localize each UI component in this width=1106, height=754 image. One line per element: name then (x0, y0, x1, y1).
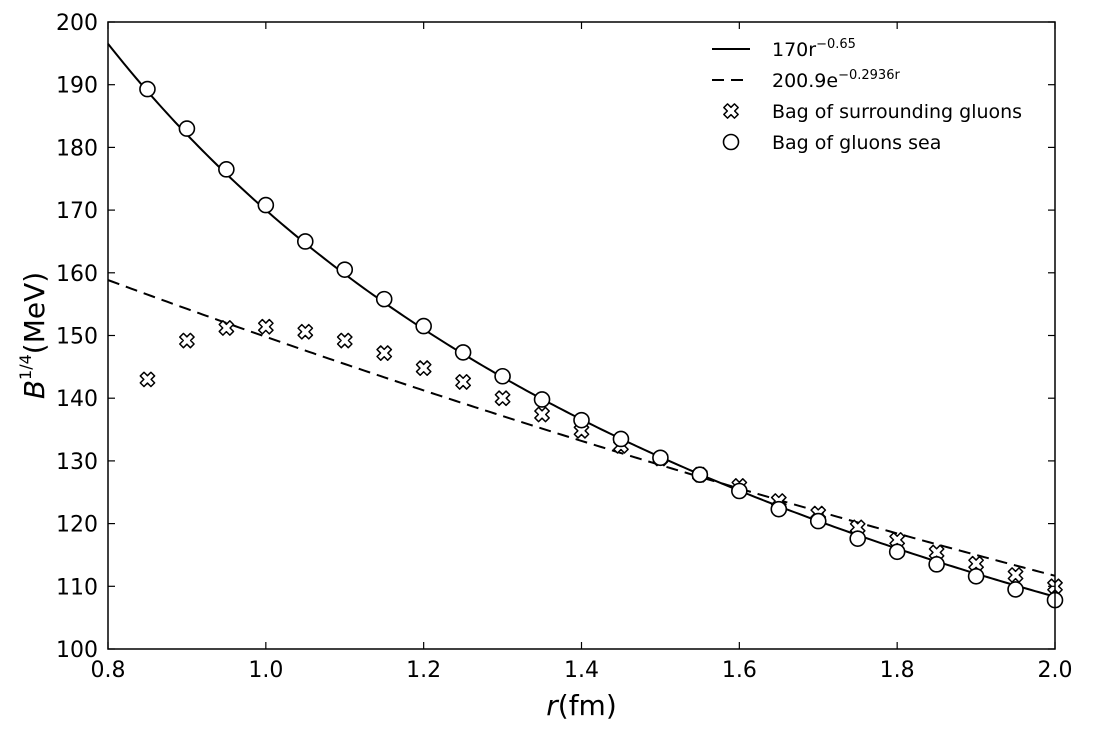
data-point-sea (849, 530, 867, 547)
data-point-sea (375, 290, 393, 308)
legend-label: Bag of surrounding gluons (772, 101, 1022, 123)
data-point-surrounding (179, 332, 195, 349)
y-tick-label: 140 (56, 387, 98, 412)
legend-item: Bag of surrounding gluons (723, 101, 1022, 123)
x-tick-label: 1.4 (564, 658, 599, 683)
y-tick-label: 130 (56, 450, 98, 475)
data-point-sea (1007, 581, 1024, 598)
data-point-surrounding (297, 323, 314, 340)
y-tick-label: 110 (56, 575, 98, 600)
data-point-surrounding (376, 345, 393, 361)
data-point-surrounding (455, 374, 472, 390)
x-tick-label: 1.6 (722, 658, 757, 683)
data-point-surrounding (534, 406, 550, 423)
legend-swatch (723, 103, 739, 119)
legend-item: 170r−0.65 (712, 37, 856, 61)
y-axis-label: B1/4(MeV) (16, 272, 51, 399)
y-tick-label: 180 (56, 136, 98, 161)
svg-text:B1/4(MeV): B1/4(MeV) (16, 272, 51, 399)
data-point-sea (770, 500, 788, 518)
y-axis-label-main: B (18, 380, 51, 399)
data-point-sea (809, 512, 827, 530)
data-point-sea (336, 261, 354, 278)
data-point-surrounding (415, 360, 432, 376)
data-point-sea (257, 196, 275, 214)
series-line-1 (107, 279, 1056, 577)
data-point-sea (652, 449, 669, 467)
data-point-sea (928, 556, 945, 573)
data-point-surrounding (218, 320, 235, 336)
data-point-surrounding (336, 332, 353, 349)
y-tick-label: 150 (56, 325, 98, 350)
legend: 170r−0.65 200.9e−0.2936r Bag of surroundin… (712, 37, 1022, 154)
legend-swatch (722, 133, 740, 151)
x-tick-label: 1.0 (248, 658, 283, 683)
data-point-sea (691, 466, 709, 483)
x-tick-label: 1.2 (406, 658, 441, 683)
data-point-sea (494, 367, 511, 385)
y-axis-label-exponent: 1/4 (16, 354, 35, 380)
data-point-sea (139, 80, 156, 98)
data-point-sea (296, 233, 314, 250)
plot-marks (107, 43, 1064, 609)
y-tick-label: 200 (56, 11, 98, 36)
axis-ticks: 0.8 1.0 1.2 1.4 1.6 1.8 2.0 100 110 120 130 140 150 1… (56, 11, 1073, 683)
x-tick-label: 2.0 (1038, 658, 1073, 683)
x-axis-label-unit: (fm) (558, 689, 617, 722)
data-point-sea (218, 161, 235, 178)
y-axis-label-unit: (MeV) (18, 272, 51, 354)
data-point-sea (888, 543, 906, 561)
y-tick-label: 160 (56, 262, 98, 287)
legend-item: Bag of gluons sea (722, 132, 941, 154)
series-line-0 (107, 43, 1056, 598)
data-point-sea (612, 430, 630, 448)
data-point-sea (731, 482, 748, 500)
x-tick-label: 0.8 (91, 658, 126, 683)
y-tick-label: 100 (56, 638, 98, 663)
data-point-sea (967, 567, 985, 585)
legend-label: 200.9e−0.2936r (772, 68, 900, 92)
data-point-surrounding (494, 390, 511, 407)
x-axis-label-main: r (546, 689, 559, 722)
data-point-sea (533, 391, 551, 408)
data-point-surrounding (257, 318, 274, 335)
data-point-sea (454, 344, 472, 361)
y-tick-label: 170 (56, 199, 98, 224)
data-point-sea (573, 411, 590, 429)
x-tick-label: 1.8 (880, 658, 915, 683)
data-point-sea (178, 120, 196, 137)
data-point-surrounding (139, 371, 156, 388)
y-tick-label: 120 (56, 513, 98, 538)
legend-label: Bag of gluons sea (772, 132, 941, 154)
y-tick-label: 190 (56, 74, 98, 99)
legend-label: 170r−0.65 (772, 37, 856, 61)
x-axis-label: r(fm) (546, 689, 617, 722)
data-point-sea (415, 317, 432, 335)
legend-item: 200.9e−0.2936r (712, 68, 900, 92)
